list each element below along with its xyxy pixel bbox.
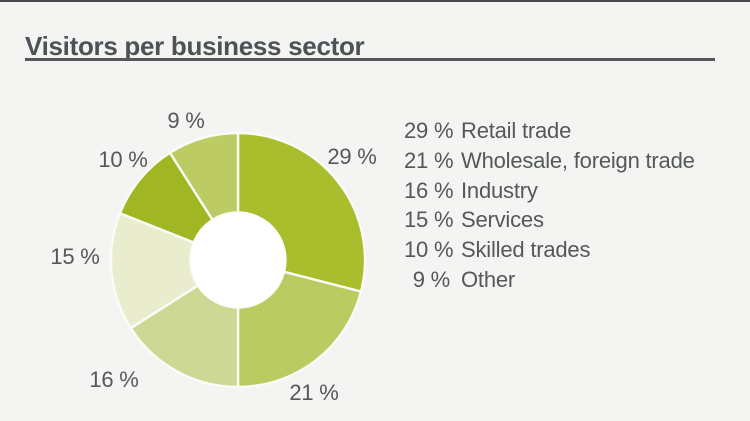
slice-label-retail-trade: 29 % [327,144,376,169]
legend-label: Wholesale, foreign trade [461,147,695,173]
legend-label: Retail trade [461,118,572,143]
legend-label: Skilled trades [461,237,591,263]
donut-hole [190,212,286,308]
legend-item: 16 % Industry [404,176,695,206]
legend-item: 29 % Retail trade [404,116,695,146]
legend-percent: 21 % [404,147,454,173]
title-underline-rule [25,58,715,61]
legend-percent: 10 % [404,237,454,263]
legend-percent: 9 % [412,266,451,292]
legend-item: 15 % Services [404,205,695,235]
legend-percent: 15 % [404,207,454,233]
legend-item: 21 % Wholesale, foreign trade [404,146,695,176]
slice-label-skilled-trades: 10 % [98,147,147,172]
legend-percent: 29 % [404,118,454,143]
legend-item: 10 % Skilled trades [404,235,695,265]
slice-label-services: 15 % [50,244,99,269]
legend-item: 9 % Other [404,265,695,295]
legend-label: Services [461,207,544,233]
legend-label: Other [461,266,516,292]
legend-label: Industry [461,177,538,203]
page-title: Visitors per business sector [25,31,365,62]
chart-legend: 29 % Retail trade 21 % Wholesale, foreign … [404,116,695,295]
slice-label-industry: 16 % [89,367,138,392]
top-edge-rule [0,0,750,2]
slice-label-other: 9 % [167,108,204,133]
slice-label-wholesale-foreign-trade: 21 % [289,380,338,405]
legend-percent: 16 % [404,177,454,203]
